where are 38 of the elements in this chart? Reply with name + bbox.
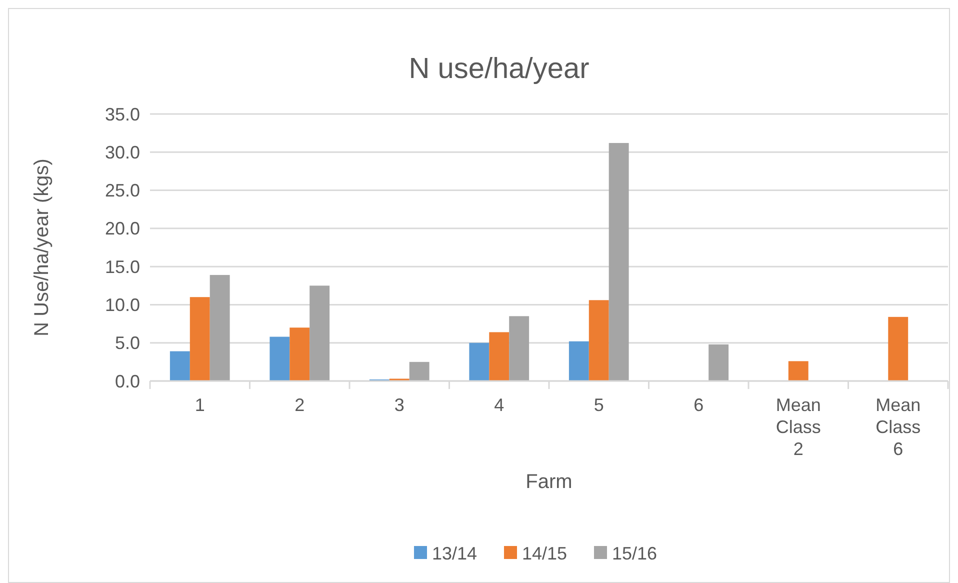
y-tick-label: 0.0 [114, 371, 140, 392]
x-tick-label: 3 [394, 395, 404, 415]
legend-label: 13/14 [432, 543, 478, 564]
x-tick-label: 4 [494, 395, 504, 415]
bar [788, 361, 808, 381]
legend-label: 14/15 [522, 543, 568, 564]
y-tick-label: 25.0 [104, 180, 140, 201]
x-axis-title: Farm [526, 471, 572, 493]
bar [588, 300, 609, 381]
x-tick-label: 1 [194, 395, 205, 415]
bar [270, 336, 290, 381]
bar [210, 274, 230, 381]
bar [409, 362, 430, 381]
y-axis-title: N Use/ha/year (kgs) [31, 158, 53, 336]
bar [888, 316, 908, 381]
bar [568, 341, 589, 381]
x-tick-label: 5 [594, 395, 604, 415]
bar [708, 344, 729, 381]
x-tick-label: 2 [294, 395, 305, 415]
bar [290, 328, 310, 381]
bar [310, 286, 330, 381]
x-tick-label: 6 [694, 395, 704, 415]
y-tick-label: 15.0 [104, 256, 140, 277]
chart-title: N use/ha/year [408, 53, 590, 85]
y-tick-label: 35.0 [104, 104, 140, 124]
x-tick-label: Mean Class 6 [876, 395, 921, 459]
y-tick-label: 5.0 [114, 333, 140, 354]
y-tick-label: 20.0 [104, 218, 140, 239]
bar [608, 142, 629, 381]
bar [170, 351, 190, 381]
bar [190, 297, 210, 381]
bar [509, 316, 530, 381]
x-tick-label: Mean Class 2 [776, 395, 821, 459]
y-tick-label: 10.0 [104, 295, 140, 316]
legend-label: 15/16 [612, 543, 658, 564]
y-tick-label: 30.0 [104, 142, 140, 162]
bar [489, 332, 510, 381]
bar [469, 342, 490, 381]
